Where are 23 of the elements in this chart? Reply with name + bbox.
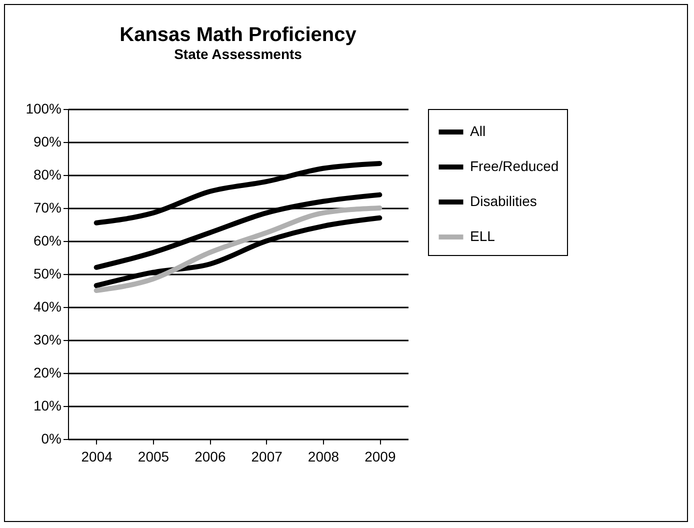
- y-tick-label: 80%: [33, 166, 62, 182]
- chart-title: Kansas Math Proficiency: [120, 24, 358, 46]
- y-tick-label: 20%: [33, 364, 62, 380]
- x-tick-label: 2006: [194, 448, 226, 464]
- legend-label: Free/Reduced: [470, 158, 559, 174]
- x-tick-label: 2004: [81, 448, 113, 464]
- y-tick-label: 50%: [33, 266, 62, 282]
- y-tick-label: 30%: [33, 332, 62, 348]
- y-tick-label: 100%: [26, 100, 62, 116]
- y-tick-label: 60%: [33, 232, 62, 248]
- y-tick-label: 90%: [33, 134, 62, 150]
- y-tick-label: 70%: [33, 200, 62, 216]
- y-tick-label: 0%: [41, 430, 62, 446]
- x-tick-label: 2007: [251, 448, 283, 464]
- chart-subtitle: State Assessments: [174, 46, 302, 62]
- y-tick-label: 10%: [33, 398, 62, 414]
- legend-label: Disabilities: [470, 193, 537, 209]
- legend-label: ELL: [470, 228, 496, 244]
- legend-label: All: [470, 123, 486, 139]
- x-tick-label: 2008: [308, 448, 340, 464]
- x-tick-label: 2009: [364, 448, 396, 464]
- y-tick-label: 40%: [33, 298, 62, 314]
- x-tick-label: 2005: [138, 448, 170, 464]
